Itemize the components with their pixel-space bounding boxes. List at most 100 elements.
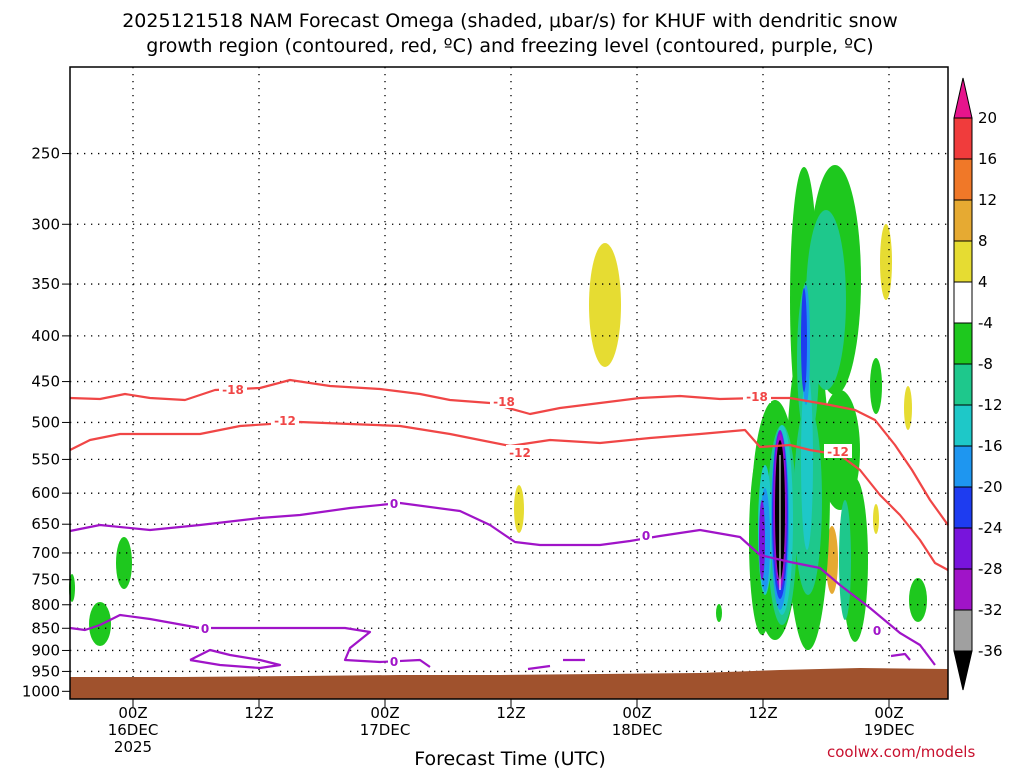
contour-label: -12 xyxy=(827,445,849,459)
contour-label: -12 xyxy=(509,446,531,460)
y-tick-label: 750 xyxy=(31,571,60,589)
colorbar-bottom-extension xyxy=(953,650,973,691)
omega-shaded-region xyxy=(909,578,927,622)
colorbar-swatch xyxy=(953,568,973,611)
colorbar-swatch xyxy=(953,117,973,160)
contour-label-bg xyxy=(219,382,247,396)
colorbar-label: -16 xyxy=(978,437,1003,455)
colorbar-label: -28 xyxy=(978,560,1003,578)
contour-label-bg xyxy=(271,413,299,427)
freezing-contour xyxy=(189,648,282,670)
colorbar-label: 12 xyxy=(978,191,997,209)
colorbar-label: 16 xyxy=(978,150,997,168)
plot-frame xyxy=(69,66,949,700)
colorbar-label: -32 xyxy=(978,601,1003,619)
contour-label: 0 xyxy=(390,655,398,669)
omega-shaded-region xyxy=(873,504,879,534)
omega-shaded-region xyxy=(759,500,765,580)
contour-label: -18 xyxy=(746,390,768,404)
x-tick-label: 00Z xyxy=(622,704,651,722)
contour-label: -18 xyxy=(222,383,244,397)
contour-label-bg xyxy=(506,445,534,459)
omega-shaded-region xyxy=(839,500,851,620)
colorbar-swatch xyxy=(953,158,973,201)
contour-lines: -18 -18 -18 -12 -12 -12 0 0 0 0 0 xyxy=(69,378,949,671)
x-tick-label: 2025 xyxy=(114,738,152,756)
y-tick-label: 800 xyxy=(31,596,60,614)
y-tick-label: 250 xyxy=(31,145,60,163)
y-tick-label: 350 xyxy=(31,275,60,293)
x-tick-label: 18DEC xyxy=(612,721,663,739)
contour-label: 0 xyxy=(642,529,650,543)
colorbar-label: 8 xyxy=(978,232,988,250)
omega-shaded-region xyxy=(904,386,912,430)
omega-shaded-region xyxy=(870,358,882,414)
x-tick-label: 00Z xyxy=(118,704,147,722)
terrain xyxy=(70,668,948,699)
colorbar-swatch xyxy=(953,445,973,488)
y-tick-label: 700 xyxy=(31,544,60,562)
colorbar-label: -20 xyxy=(978,478,1003,496)
x-tick-label: 12Z xyxy=(748,704,777,722)
colorbar-label: -12 xyxy=(978,396,1003,414)
contour-label: -18 xyxy=(493,395,515,409)
freezing-contour xyxy=(69,613,431,668)
contour-label-bg xyxy=(388,654,400,668)
contour-label-bg xyxy=(490,394,518,408)
y-tick-label: 400 xyxy=(31,327,60,345)
x-tick-label: 00Z xyxy=(370,704,399,722)
omega-shaded-region xyxy=(514,485,524,533)
colorbar-swatch xyxy=(953,363,973,406)
chart-title-line-2: growth region (contoured, red, ºC) and f… xyxy=(146,35,873,57)
colorbar: 20 16 12 8 4 -4 -8 -12 -16 -20 -24 -28 -32 -36 xyxy=(953,77,1003,691)
omega-shaded-region xyxy=(589,243,621,367)
y-tick-label: 900 xyxy=(31,641,60,659)
contour-label-bg xyxy=(743,389,771,403)
omega-shaded-region xyxy=(801,370,813,550)
dendritic-contour xyxy=(69,378,949,526)
x-axis-label: Forecast Time (UTC) xyxy=(414,748,605,768)
omega-shaded-region xyxy=(801,288,807,392)
omega-shaded-region xyxy=(797,570,819,650)
y-tick-label: 850 xyxy=(31,619,60,637)
freezing-contour xyxy=(890,652,911,661)
contour-label: 0 xyxy=(873,624,881,638)
x-tick-label: 17DEC xyxy=(360,721,411,739)
chart-title-line-1: 2025121518 NAM Forecast Omega (shaded, μ… xyxy=(122,10,898,32)
colorbar-swatch xyxy=(953,199,973,242)
omega-shaded-region xyxy=(716,604,722,622)
contour-label-bg xyxy=(871,623,883,637)
x-tick-label: 19DEC xyxy=(864,721,915,739)
plot-area: -18 -18 -18 -12 -12 -12 0 0 0 0 0 xyxy=(69,66,949,700)
y-tick-label: 1000 xyxy=(22,682,60,700)
omega-shaded-region xyxy=(116,537,132,589)
y-tick-label: 300 xyxy=(31,215,60,233)
colorbar-swatch xyxy=(953,281,973,324)
x-tick-label: 16DEC xyxy=(108,721,159,739)
contour-label: 0 xyxy=(201,622,209,636)
y-tick-label: 500 xyxy=(31,413,60,431)
dendritic-contour xyxy=(69,420,949,571)
colorbar-label: -8 xyxy=(978,355,993,373)
colorbar-label: 20 xyxy=(978,109,997,127)
y-axis-ticks: 250 300 350 400 450 500 550 600 650 700 750 800 850 9… xyxy=(22,145,70,700)
terrain-ground xyxy=(70,668,948,699)
omega-shaded-region xyxy=(880,224,892,300)
colorbar-swatch xyxy=(953,609,973,652)
colorbar-swatch xyxy=(953,527,973,570)
credit-text: coolwx.com/models xyxy=(827,743,975,761)
x-tick-label: 00Z xyxy=(874,704,903,722)
contour-label: -12 xyxy=(274,414,296,428)
contour-label: 0 xyxy=(390,497,398,511)
colorbar-label: -4 xyxy=(978,314,993,332)
contour-label-bg xyxy=(824,444,852,458)
grid-lines xyxy=(70,67,948,699)
colorbar-swatch xyxy=(953,486,973,529)
contour-label-bg xyxy=(388,496,400,510)
y-tick-label: 650 xyxy=(31,515,60,533)
y-tick-label: 450 xyxy=(31,373,60,391)
colorbar-swatch xyxy=(953,404,973,447)
colorbar-swatch xyxy=(953,322,973,365)
